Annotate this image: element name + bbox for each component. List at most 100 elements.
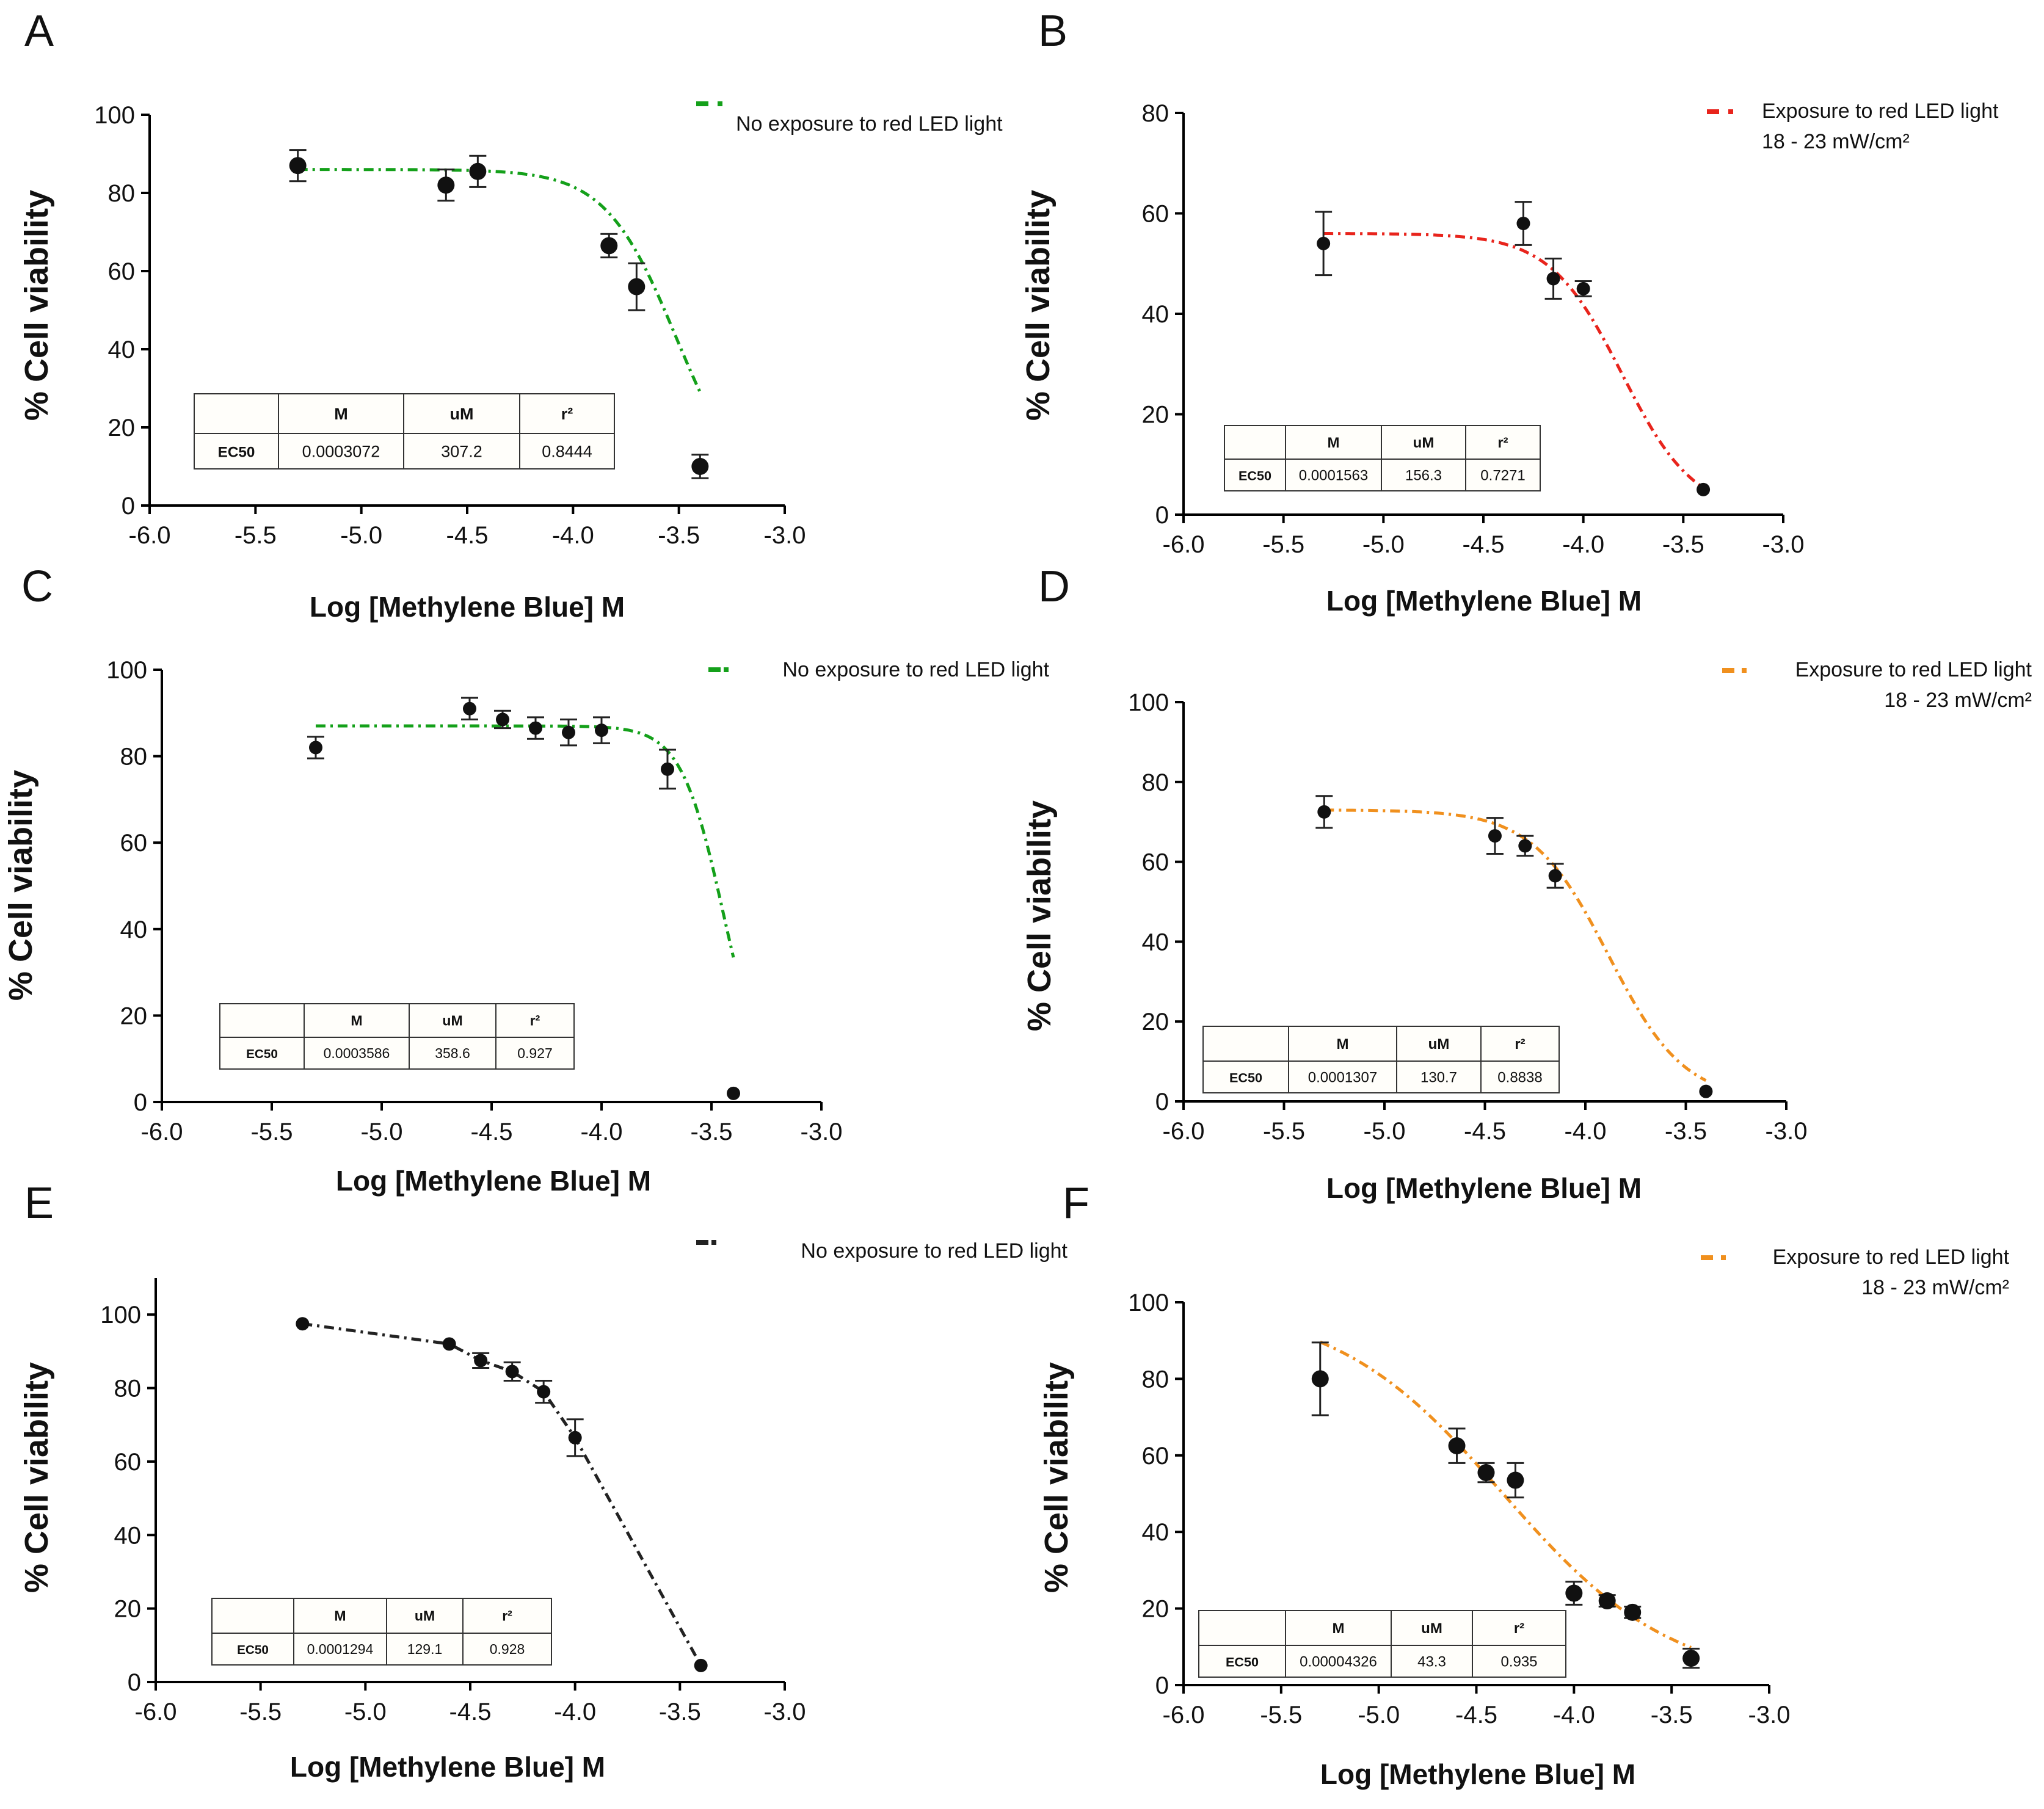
data-point xyxy=(1546,272,1560,286)
legend-label: Exposure to red LED light xyxy=(1762,100,1999,123)
panel-letter: B xyxy=(1038,7,1067,56)
table-header: uM xyxy=(1428,1036,1450,1053)
table-header: r² xyxy=(1514,1620,1524,1637)
ec50-micromolar: 358.6 xyxy=(435,1045,470,1061)
x-axis-title: Log [Methylene Blue] M xyxy=(1320,1758,1635,1790)
table-row-label: EC50 xyxy=(1238,468,1271,483)
x-tick-label: -4.5 xyxy=(446,522,489,549)
data-point xyxy=(1317,805,1331,819)
data-point xyxy=(600,237,618,255)
x-tick-label: -4.5 xyxy=(1455,1702,1497,1728)
ec50-r-squared: 0.935 xyxy=(1500,1653,1537,1670)
ec50-molar: 0.0001563 xyxy=(1299,467,1368,484)
ec50-table xyxy=(1198,1610,1566,1678)
table-row-label: EC50 xyxy=(246,1047,278,1061)
panel-letter: F xyxy=(1063,1179,1089,1228)
data-point xyxy=(1507,1471,1524,1489)
data-point xyxy=(474,1354,488,1368)
x-tick-label: -3.5 xyxy=(1651,1702,1693,1728)
data-point xyxy=(296,1317,310,1331)
y-axis-title: % Cell viability xyxy=(1020,190,1057,421)
y-axis-title: % Cell viability xyxy=(1038,1362,1075,1593)
x-tick-label: -5.0 xyxy=(1358,1702,1400,1728)
fit-curve xyxy=(1319,1340,1692,1649)
table-row-label: EC50 xyxy=(237,1643,269,1657)
y-tick-label: 60 xyxy=(108,258,136,285)
panel-a: A 0 20 40 60 80 100 -6.0 -5.5 -5.0 -4.5 -4.0 -3.5 -3.… xyxy=(18,7,1003,623)
x-axis-title: Log [Methylene Blue] M xyxy=(1326,585,1642,617)
x-tick-label: -3.0 xyxy=(1748,1702,1791,1728)
y-tick-label: 20 xyxy=(108,415,136,441)
x-tick-label: -5.0 xyxy=(1362,531,1405,558)
data-point xyxy=(442,1337,456,1351)
y-tick-label: 40 xyxy=(1142,929,1169,955)
ec50-r-squared: 0.8838 xyxy=(1497,1069,1542,1086)
x-tick-label: -3.0 xyxy=(1762,531,1805,558)
x-tick-label: -5.5 xyxy=(235,522,277,549)
ec50-molar: 0.0003586 xyxy=(324,1045,390,1061)
data-point xyxy=(1624,1603,1642,1621)
panel-e: E 0 20 40 60 80 100 -6.0 -5.5 -5.0 -4.5 -4.0 -3.5 -3.… xyxy=(18,1179,1068,1783)
y-tick-label: 20 xyxy=(1142,1009,1169,1035)
ec50-micromolar: 129.1 xyxy=(407,1641,443,1657)
x-tick-label: -3.5 xyxy=(659,1698,701,1725)
fit-curve xyxy=(316,724,735,958)
legend-label: No exposure to red LED light xyxy=(736,112,1003,136)
data-point xyxy=(1317,236,1331,250)
table-header: r² xyxy=(1515,1036,1525,1053)
data-point xyxy=(568,1430,582,1445)
ec50-table xyxy=(211,1598,552,1666)
x-tick-label: -6.0 xyxy=(129,522,171,549)
x-tick-label: -5.0 xyxy=(1364,1118,1406,1145)
x-tick-label: -6.0 xyxy=(135,1698,177,1725)
table-row-label: EC50 xyxy=(1226,1654,1259,1669)
x-tick-label: -5.5 xyxy=(1260,1702,1302,1728)
table-header: M xyxy=(351,1013,362,1029)
ec50-r-squared: 0.927 xyxy=(517,1045,553,1061)
x-axis-title: Log [Methylene Blue] M xyxy=(290,1751,605,1783)
y-tick-label: 0 xyxy=(128,1669,141,1696)
y-axis-title: % Cell viability xyxy=(2,770,39,1001)
table-header: uM xyxy=(415,1608,435,1624)
data-point xyxy=(1516,216,1530,230)
data-point xyxy=(691,458,709,475)
x-tick-label: -3.0 xyxy=(801,1118,843,1145)
ec50-r-squared: 0.7271 xyxy=(1480,467,1525,484)
ec50-r-squared: 0.8444 xyxy=(542,442,592,460)
legend-sublabel: 18 - 23 mW/cm² xyxy=(1884,689,2032,712)
y-tick-label: 0 xyxy=(1155,502,1169,529)
table-header: r² xyxy=(502,1608,512,1624)
legend-label: Exposure to red LED light xyxy=(1795,658,2032,681)
fit-curve xyxy=(297,168,702,393)
x-tick-label: -3.5 xyxy=(658,522,700,549)
x-tick-label: -6.0 xyxy=(1163,1702,1205,1728)
x-tick-label: -6.0 xyxy=(141,1118,183,1145)
data-point xyxy=(1311,1370,1329,1388)
x-tick-label: -4.0 xyxy=(1553,1702,1595,1728)
data-point xyxy=(505,1365,519,1379)
y-tick-label: 20 xyxy=(1142,1596,1169,1623)
table-header: r² xyxy=(1497,435,1508,451)
panel-letter: E xyxy=(24,1179,54,1228)
ec50-molar: 0.0003072 xyxy=(302,442,380,460)
y-tick-label: 100 xyxy=(100,1302,141,1329)
ec50-table xyxy=(1224,425,1541,491)
data-point xyxy=(1699,1084,1713,1098)
table-row-label: EC50 xyxy=(1229,1070,1262,1085)
data-point xyxy=(1565,1584,1583,1602)
data-point xyxy=(529,721,542,735)
table-header: M xyxy=(1333,1620,1345,1637)
y-tick-label: 40 xyxy=(1142,301,1169,328)
x-axis-title: Log [Methylene Blue] M xyxy=(1326,1172,1642,1204)
panel-d: D 0 20 40 60 80 100 -6.0 -5.5 -5.0 -4.5 -4.0 -3.5 -3.… xyxy=(1021,562,2032,1204)
panel-f: F 0 20 40 60 80 100 -6.0 -5.5 -5.0 -4.5 -4.0 -3.5 -3.… xyxy=(1038,1179,2010,1790)
data-point xyxy=(1697,482,1711,496)
x-tick-label: -5.0 xyxy=(340,522,382,549)
ec50-table xyxy=(1202,1026,1560,1093)
y-tick-label: 60 xyxy=(1142,1443,1169,1470)
ec50-table xyxy=(219,1003,575,1070)
table-header: M xyxy=(1337,1036,1349,1053)
data-point xyxy=(694,1658,708,1672)
table-header: uM xyxy=(450,405,474,423)
data-point xyxy=(1448,1437,1466,1455)
